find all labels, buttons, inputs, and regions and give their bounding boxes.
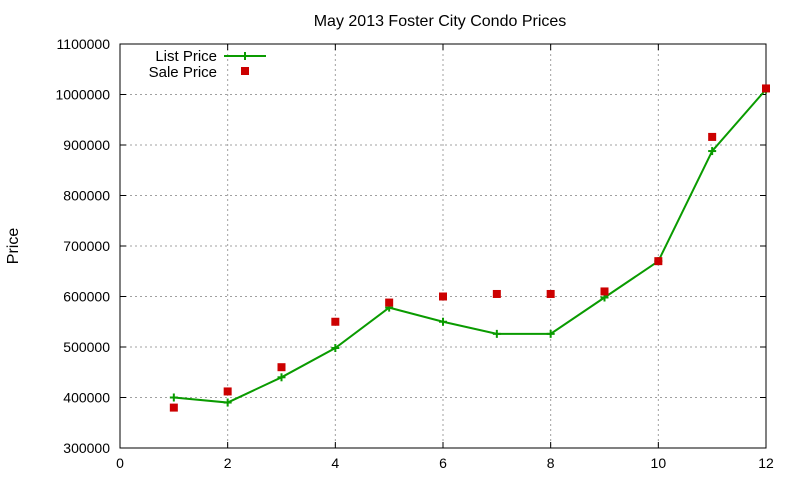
y-tick-label: 800000 [63, 188, 110, 204]
legend-label-list-price: List Price [155, 48, 217, 65]
sale-price-point [546, 289, 555, 298]
sale-price-point [492, 289, 501, 298]
list-price-point [277, 373, 286, 382]
grid [120, 44, 766, 448]
x-tick-label: 4 [331, 455, 339, 471]
x-tick-label: 8 [547, 455, 555, 471]
y-tick-label: 300000 [63, 440, 110, 456]
y-tick-label: 1100000 [57, 36, 111, 52]
list-price-point [492, 329, 501, 338]
y-tick-label: 700000 [63, 238, 110, 254]
sale-price-point [654, 257, 663, 266]
list-price-point [439, 317, 447, 326]
series [169, 84, 770, 412]
chart-title: May 2013 Foster City Condo Prices [314, 13, 567, 30]
sale-price-point [762, 84, 770, 93]
sale-price-point [223, 387, 232, 396]
legend-swatch-sale-price [241, 67, 249, 75]
sale-price-point [277, 363, 286, 372]
y-tick-label: 400000 [63, 390, 110, 406]
sale-price-point [600, 287, 609, 296]
sale-price-point [385, 298, 394, 307]
y-tick-label: 500000 [63, 339, 110, 355]
list-price-point [223, 398, 232, 407]
x-tick-label: 2 [224, 455, 232, 471]
y-tick-label: 900000 [63, 137, 110, 153]
legend-label-sale-price: Sale Price [149, 64, 217, 81]
x-axis: 0 2 4 6 8 10 12 [116, 44, 774, 471]
y-axis: 300000 400000 500000 600000 700000 800000 9000… [55, 36, 766, 456]
sale-price-point [331, 317, 340, 326]
x-tick-label: 12 [758, 455, 774, 471]
list-price-point [546, 329, 555, 338]
y-tick-label: 1000000 [55, 87, 110, 103]
legend-marker-list-price [241, 52, 249, 60]
sale-price-point [708, 132, 717, 141]
list-price-line [173, 88, 767, 404]
y-tick-label: 600000 [63, 289, 110, 305]
sale-price-point [439, 292, 447, 301]
list-price-point [708, 147, 717, 156]
list-price-point [169, 393, 178, 402]
x-tick-label: 10 [651, 455, 667, 471]
x-tick-label: 6 [439, 455, 447, 471]
x-tick-label: 0 [116, 455, 124, 471]
y-axis-label: Price [5, 228, 22, 265]
sale-price-point [169, 403, 178, 412]
list-price-point [331, 344, 340, 353]
